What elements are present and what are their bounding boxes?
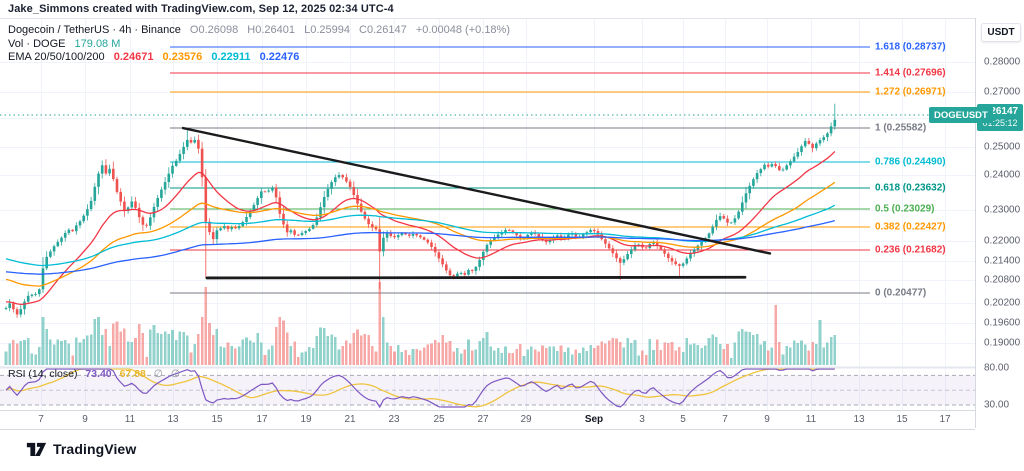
time-tick-3: 3	[639, 414, 645, 425]
volume-legend-row[interactable]: Vol · DOGE 179.08 M	[8, 38, 120, 50]
time-tick-Sep: Sep	[584, 414, 604, 425]
bar-countdown: 01:25:12	[982, 118, 1018, 128]
price-tick-0.20200: 0.20200	[984, 297, 1021, 309]
time-tick-25: 25	[433, 414, 445, 425]
ohlc-low: L0.25994	[304, 24, 350, 36]
time-tick-15: 15	[211, 414, 223, 425]
current-price-symbol-badge: DOGEUSDT	[929, 107, 993, 123]
tradingview-watermark[interactable]: TradingView	[26, 439, 136, 459]
time-tick-11: 11	[805, 414, 817, 425]
time-tick-11: 11	[124, 414, 136, 425]
fib-label-0.236[interactable]: 0.236 (0.21682)	[875, 244, 946, 256]
ema-label: EMA 20/50/100/200	[8, 51, 105, 63]
pane-borders	[0, 18, 1024, 369]
rsi-ma-value: 67.88	[119, 368, 146, 380]
ema200-value: 0.22476	[259, 51, 300, 63]
fib-label-1[interactable]: 1 (0.25582)	[875, 122, 927, 134]
ohlc-high: H0.26401	[247, 24, 296, 36]
price-tick-0.28000: 0.28000	[984, 56, 1021, 68]
ohlc-close: C0.26147	[359, 24, 407, 36]
descending-resistance-trendline[interactable]	[181, 126, 772, 255]
time-axis[interactable]: 7 9 11 13 15 17 19 21 23 25 27 29 Sep 3 5 7 9 11 13 15 17	[0, 410, 975, 430]
price-tick-0.21400: 0.21400	[984, 255, 1021, 267]
fib-label-1.414[interactable]: 1.414 (0.27696)	[875, 67, 946, 79]
time-tick-19: 19	[300, 414, 312, 425]
rsi-label: RSI (14, close)	[8, 368, 78, 380]
ema-20-line	[5, 151, 836, 306]
price-tick-0.25000: 0.25000	[984, 141, 1021, 153]
price-tick-0.22000: 0.22000	[984, 235, 1021, 247]
time-tick-21: 21	[344, 414, 356, 425]
time-tick-9: 9	[82, 414, 88, 425]
ema-50-line	[5, 181, 836, 287]
time-tick-13: 13	[853, 414, 865, 425]
rsi-pane	[0, 368, 975, 409]
time-tick-29: 29	[520, 414, 532, 425]
time-tick-17: 17	[256, 414, 268, 425]
time-tick-5: 5	[680, 414, 686, 425]
price-axis[interactable]: USDT 0.28000 0.27000 0.25000 0.24000 0.23000…	[975, 18, 1024, 428]
tradingview-logo-icon	[26, 442, 47, 456]
attribution-text: Jake_Simmons created with TradingView.co…	[8, 3, 394, 15]
ema100-value: 0.22911	[211, 51, 251, 63]
ema50-value: 0.23576	[162, 51, 203, 63]
price-tick-0.23000: 0.23000	[984, 204, 1021, 216]
rsi-empty-value-1: ∅	[153, 368, 163, 380]
ema-200-line	[5, 219, 835, 275]
ohlc-open: O0.26098	[189, 24, 239, 36]
rsi-legend-row[interactable]: RSI (14, close) 73.40 67.88 ∅ ∅	[8, 368, 180, 380]
volume-series	[4, 282, 837, 365]
price-tick-0.20800: 0.20800	[984, 274, 1021, 286]
ema20-value: 0.24671	[113, 51, 154, 63]
price-tick-0.19000: 0.19000	[984, 337, 1021, 349]
time-tick-15: 15	[896, 414, 908, 425]
volume-value: 179.08 M	[74, 38, 121, 50]
current-price-value: 0.26147	[981, 106, 1019, 117]
time-tick-7: 7	[722, 414, 728, 425]
price-tick-0.27000: 0.27000	[984, 86, 1021, 98]
volume-label: Vol · DOGE	[8, 38, 66, 50]
fib-label-0.382[interactable]: 0.382 (0.22427)	[875, 221, 946, 233]
fib-label-1.618[interactable]: 1.618 (0.28737)	[875, 41, 946, 53]
tradingview-logo-text: TradingView	[53, 441, 137, 457]
ema-legend-row[interactable]: EMA 20/50/100/200 0.24671 0.23576 0.2291…	[8, 51, 299, 63]
fib-retracement-lines	[170, 46, 870, 294]
time-tick-23: 23	[388, 414, 400, 425]
rsi-empty-value-2: ∅	[170, 368, 181, 380]
rsi-ma-line	[5, 368, 835, 408]
symbol-title[interactable]: Dogecoin / TetherUS · 4h · Binance	[8, 24, 181, 36]
fib-label-0.786[interactable]: 0.786 (0.24490)	[875, 156, 946, 168]
time-tick-27: 27	[477, 414, 489, 425]
rsi-value: 73.40	[85, 368, 112, 380]
fib-label-1.272[interactable]: 1.272 (0.26971)	[875, 86, 946, 98]
price-tick-30.00: 30.00	[984, 399, 1010, 411]
time-tick-13: 13	[167, 414, 179, 425]
fib-label-0.618[interactable]: 0.618 (0.23632)	[875, 182, 946, 194]
symbol-legend-row[interactable]: Dogecoin / TetherUS · 4h · Binance O0.26…	[8, 24, 510, 36]
fib-label-0.5[interactable]: 0.5 (0.23029)	[875, 203, 935, 215]
time-tick-7: 7	[38, 414, 44, 425]
fib-label-0[interactable]: 0 (0.20477)	[875, 287, 927, 299]
time-tick-9: 9	[764, 414, 770, 425]
time-tick-17: 17	[939, 414, 951, 425]
price-tick-0.19600: 0.19600	[984, 317, 1021, 329]
rsi-line	[5, 368, 835, 409]
ema-100-line	[5, 204, 836, 267]
horizontal-support-trendline[interactable]	[205, 275, 747, 280]
price-change: +0.00048 (+0.18%)	[415, 24, 510, 36]
price-tick-80.00: 80.00	[984, 362, 1010, 374]
price-tick-0.24000: 0.24000	[984, 169, 1021, 181]
currency-toggle-badge[interactable]: USDT	[981, 23, 1021, 42]
